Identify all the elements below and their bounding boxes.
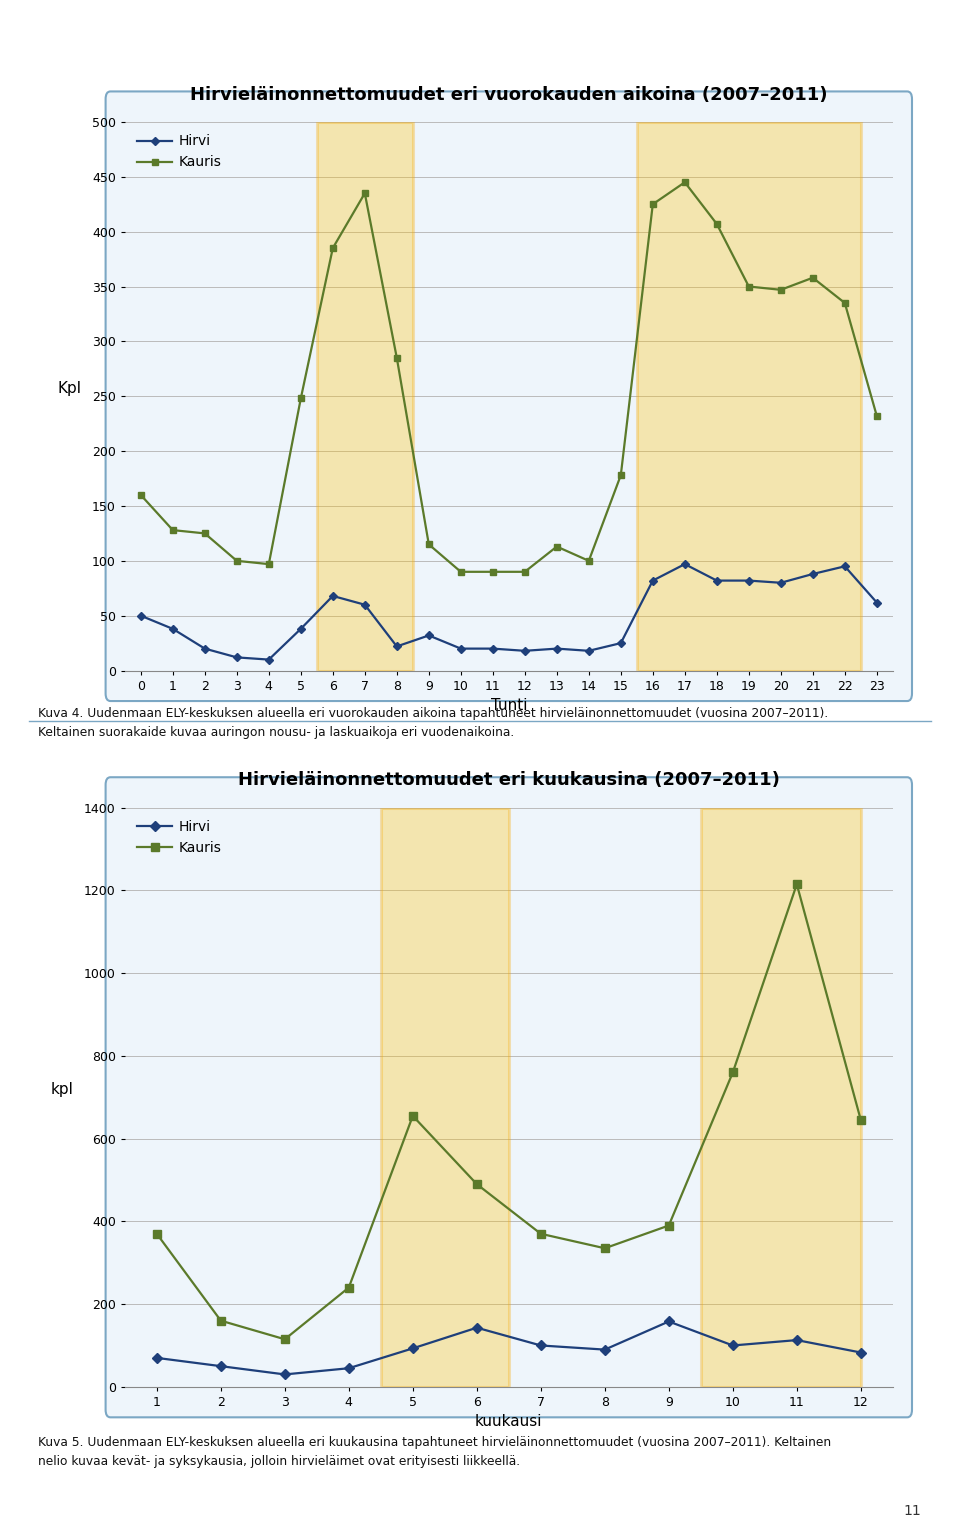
Hirvi xyxy=(871,593,882,611)
Kauris xyxy=(839,294,851,312)
Kauris xyxy=(711,215,723,233)
Hirvi xyxy=(487,640,498,658)
Kauris xyxy=(135,486,147,504)
Line: Kauris: Kauris xyxy=(153,879,865,1344)
Hirvi xyxy=(471,1318,483,1337)
Kauris xyxy=(343,1279,354,1297)
Kauris xyxy=(535,1225,546,1244)
Kauris xyxy=(807,268,819,287)
Kauris xyxy=(455,562,467,581)
Hirvi xyxy=(599,1341,611,1359)
Hirvi xyxy=(727,1337,738,1355)
Kauris xyxy=(855,1111,867,1129)
Line: Hirvi: Hirvi xyxy=(137,561,880,663)
Hirvi xyxy=(423,626,435,645)
Hirvi xyxy=(711,572,723,590)
Kauris xyxy=(359,184,371,203)
Kauris xyxy=(199,524,210,543)
Y-axis label: Kpl: Kpl xyxy=(58,381,82,396)
Y-axis label: kpl: kpl xyxy=(50,1082,73,1097)
Title: Hirvieläinonnettomuudet eri vuorokauden aikoina (2007–2011): Hirvieläinonnettomuudet eri vuorokauden … xyxy=(190,85,828,104)
Hirvi xyxy=(327,587,339,605)
Legend: Hirvi, Kauris: Hirvi, Kauris xyxy=(132,815,228,861)
Hirvi xyxy=(151,1349,162,1367)
Bar xyxy=(381,808,509,1387)
Kauris xyxy=(743,277,755,296)
Kauris xyxy=(679,174,690,192)
Bar xyxy=(701,808,861,1387)
Kauris xyxy=(263,555,275,573)
Kauris xyxy=(647,195,659,213)
Kauris xyxy=(407,1106,419,1125)
Hirvi xyxy=(455,640,467,658)
Kauris xyxy=(599,1239,611,1257)
Hirvi xyxy=(135,607,147,625)
Kauris xyxy=(231,552,243,570)
Hirvi xyxy=(839,558,851,576)
Hirvi xyxy=(343,1359,354,1378)
Text: Kuva 4. Uudenmaan ELY-keskuksen alueella eri vuorokauden aikoina tapahtuneet hir: Kuva 4. Uudenmaan ELY-keskuksen alueella… xyxy=(38,707,828,739)
Kauris xyxy=(391,349,402,367)
Kauris xyxy=(215,1312,227,1330)
Kauris xyxy=(871,407,882,425)
Hirvi xyxy=(279,1366,291,1384)
Kauris xyxy=(487,562,498,581)
Kauris xyxy=(791,875,803,893)
Kauris xyxy=(775,280,786,299)
Text: Kuva 5. Uudenmaan ELY-keskuksen alueella eri kuukausina tapahtuneet hirvieläinon: Kuva 5. Uudenmaan ELY-keskuksen alueella… xyxy=(38,1436,831,1468)
Legend: Hirvi, Kauris: Hirvi, Kauris xyxy=(132,130,228,175)
Kauris xyxy=(583,552,594,570)
Hirvi xyxy=(743,572,755,590)
Kauris xyxy=(151,1225,162,1244)
Hirvi xyxy=(551,640,563,658)
Hirvi xyxy=(359,596,371,614)
Line: Kauris: Kauris xyxy=(137,178,880,575)
Hirvi xyxy=(535,1337,546,1355)
Kauris xyxy=(279,1330,291,1349)
Kauris xyxy=(423,535,435,553)
Hirvi xyxy=(295,620,306,639)
Hirvi xyxy=(775,573,786,591)
Hirvi xyxy=(615,634,627,652)
Hirvi xyxy=(663,1312,675,1330)
X-axis label: kuukausi: kuukausi xyxy=(475,1414,542,1430)
Hirvi xyxy=(231,648,243,666)
Kauris xyxy=(615,466,627,485)
Kauris xyxy=(471,1175,483,1193)
Kauris xyxy=(519,562,531,581)
Hirvi xyxy=(807,565,819,584)
Hirvi xyxy=(679,555,690,573)
Kauris xyxy=(663,1216,675,1234)
Bar xyxy=(317,122,413,671)
Bar xyxy=(636,122,861,671)
Kauris xyxy=(327,239,339,258)
Hirvi xyxy=(167,620,179,639)
Hirvi xyxy=(391,637,402,655)
Text: 11: 11 xyxy=(904,1504,922,1518)
Kauris xyxy=(295,389,306,407)
Hirvi xyxy=(855,1343,867,1361)
Hirvi xyxy=(407,1340,419,1358)
Hirvi xyxy=(215,1356,227,1375)
Kauris xyxy=(727,1064,738,1082)
X-axis label: Tunti: Tunti xyxy=(491,698,527,713)
Title: Hirvieläinonnettomuudet eri kuukausina (2007–2011): Hirvieläinonnettomuudet eri kuukausina (… xyxy=(238,771,780,789)
Kauris xyxy=(551,538,563,556)
Hirvi xyxy=(519,642,531,660)
Kauris xyxy=(167,521,179,539)
Hirvi xyxy=(647,572,659,590)
Hirvi xyxy=(263,651,275,669)
Hirvi xyxy=(583,642,594,660)
Hirvi xyxy=(199,640,210,658)
Line: Hirvi: Hirvi xyxy=(154,1318,864,1378)
Hirvi xyxy=(791,1330,803,1349)
